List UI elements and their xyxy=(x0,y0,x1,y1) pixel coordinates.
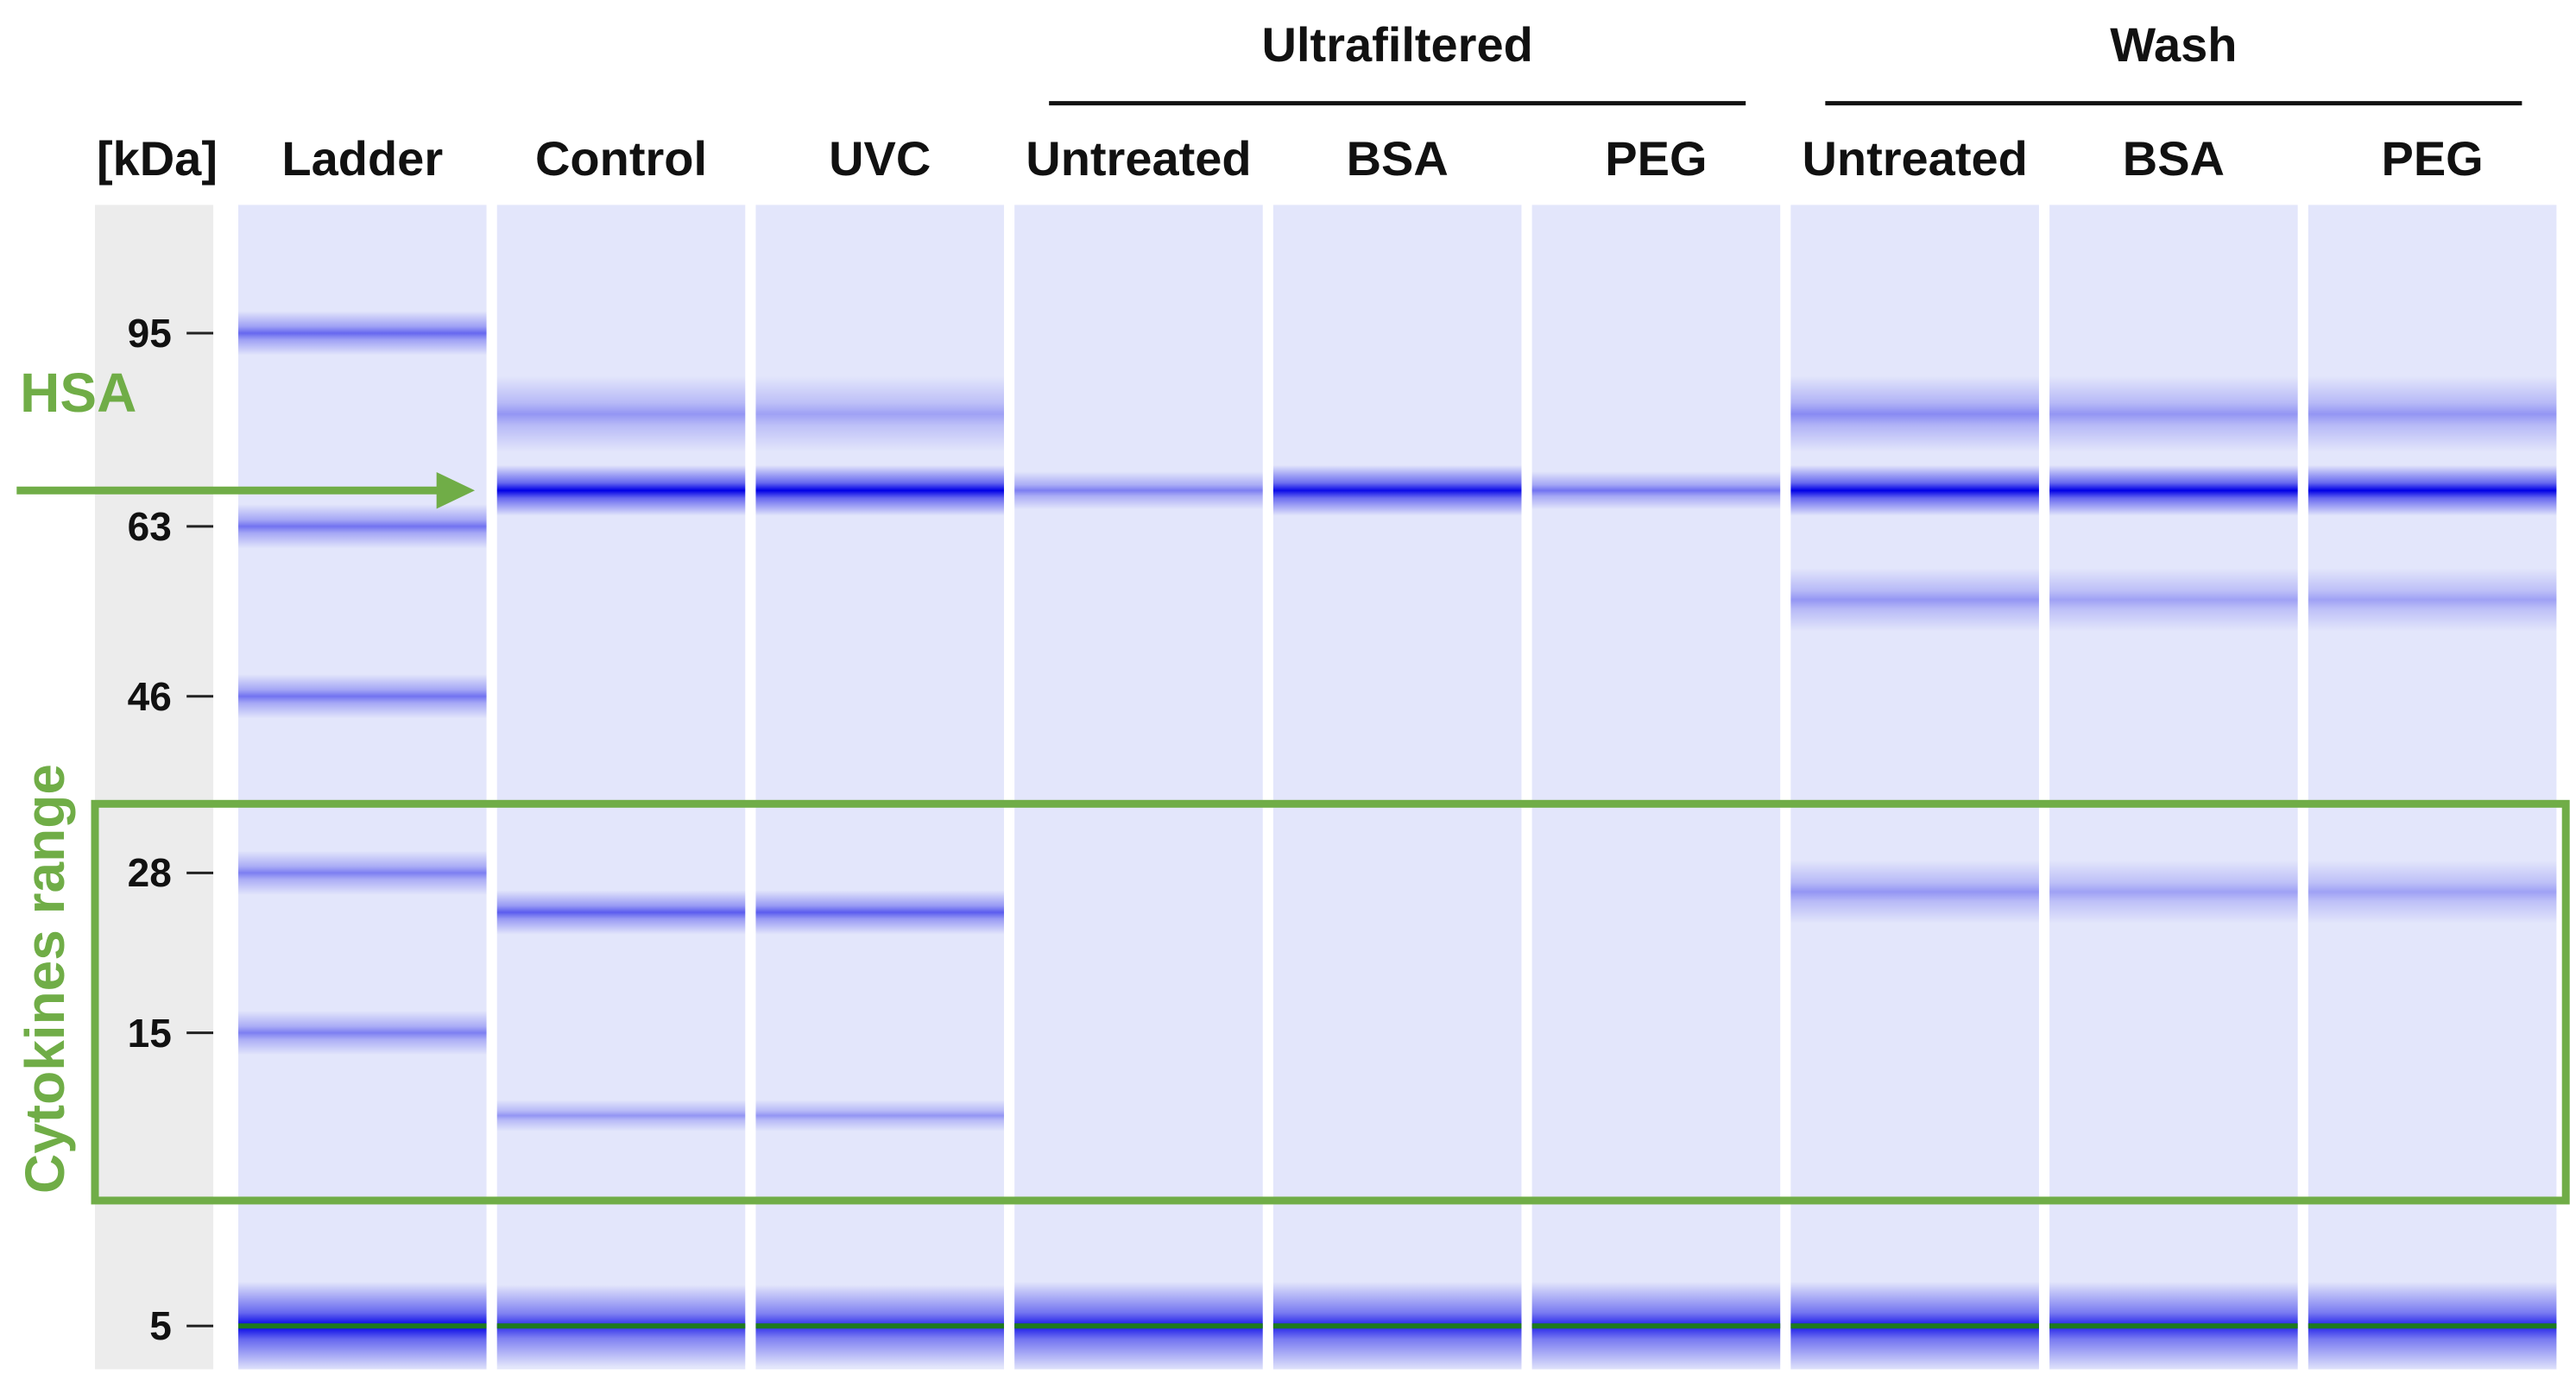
band-55kda xyxy=(1790,568,2039,632)
lane-label-4: Untreated xyxy=(1026,130,1252,186)
marker-label-63: 63 xyxy=(127,503,172,549)
band-55kda xyxy=(2308,568,2557,632)
band-95kda xyxy=(237,311,487,356)
band-68kda xyxy=(755,464,1005,516)
dye-front xyxy=(2308,1323,2557,1329)
dye-front xyxy=(1272,1323,1522,1329)
band-63kda xyxy=(237,504,487,549)
lane-4 xyxy=(1014,205,1263,1371)
marker-label-15: 15 xyxy=(127,1010,172,1056)
lane-background xyxy=(1272,205,1522,1370)
lane-8 xyxy=(2049,205,2298,1371)
lane-background xyxy=(1014,205,1263,1370)
lane-6 xyxy=(1531,205,1781,1371)
dye-front xyxy=(1014,1323,1263,1329)
lane-label-6: PEG xyxy=(1605,130,1708,186)
dye-front xyxy=(755,1323,1005,1329)
unit-label: [kDa] xyxy=(96,130,218,186)
lane-3 xyxy=(755,205,1005,1370)
band-68kda xyxy=(2308,464,2557,516)
lane-9 xyxy=(2308,205,2557,1371)
band-55kda xyxy=(2049,568,2298,632)
lane-2 xyxy=(496,205,746,1370)
dye-front xyxy=(2049,1323,2298,1329)
band-68kda xyxy=(1790,464,2039,516)
dye-front xyxy=(1790,1323,2039,1329)
marker-column xyxy=(95,205,214,1370)
cytokines-range-label: Cytokines range xyxy=(14,764,77,1195)
lane-label-8: BSA xyxy=(2122,130,2225,186)
marker-label-28: 28 xyxy=(127,850,172,896)
group-label-2: Wash xyxy=(2110,17,2238,73)
band-46kda xyxy=(237,674,487,719)
dye-front xyxy=(237,1323,487,1329)
lane-label-5: BSA xyxy=(1346,130,1449,186)
band-26kda xyxy=(1790,860,2039,924)
lane-1 xyxy=(237,205,487,1371)
band-68kda xyxy=(2049,464,2298,516)
marker-label-95: 95 xyxy=(127,311,172,356)
cytokines-range-box xyxy=(91,799,2570,1205)
hsa-label: HSA xyxy=(20,361,137,424)
band-68kda xyxy=(1531,471,1781,510)
band-68kda xyxy=(496,464,746,516)
lane-label-2: Control xyxy=(534,130,708,186)
band-80kda xyxy=(1790,375,2039,452)
lane-background xyxy=(1531,205,1781,1370)
band-80kda xyxy=(2049,375,2298,452)
group-label-1: Ultrafiltered xyxy=(1261,17,1533,73)
lane-label-9: PEG xyxy=(2381,130,2484,186)
lane-5 xyxy=(1272,205,1522,1371)
lane-7 xyxy=(1790,205,2039,1371)
lane-label-7: Untreated xyxy=(1802,130,2028,186)
band-26kda xyxy=(2049,860,2298,924)
marker-label-5: 5 xyxy=(149,1303,172,1349)
band-26kda xyxy=(2308,860,2557,924)
band-15kda xyxy=(237,1010,487,1056)
band-80kda xyxy=(755,375,1005,452)
dye-front xyxy=(1531,1323,1781,1329)
band-24kda xyxy=(496,890,746,935)
band-11kda xyxy=(496,1100,746,1132)
band-28kda xyxy=(237,850,487,895)
band-11kda xyxy=(755,1100,1005,1132)
band-80kda xyxy=(2308,375,2557,452)
hsa-arrow-head xyxy=(436,472,476,509)
band-68kda xyxy=(1014,471,1263,510)
band-68kda xyxy=(1272,464,1522,516)
lane-label-3: UVC xyxy=(829,130,931,186)
band-80kda xyxy=(496,375,746,452)
dye-front xyxy=(496,1323,746,1329)
marker-label-46: 46 xyxy=(127,673,172,719)
band-24kda xyxy=(755,890,1005,935)
lane-background xyxy=(237,205,487,1370)
lane-label-1: Ladder xyxy=(281,130,444,186)
